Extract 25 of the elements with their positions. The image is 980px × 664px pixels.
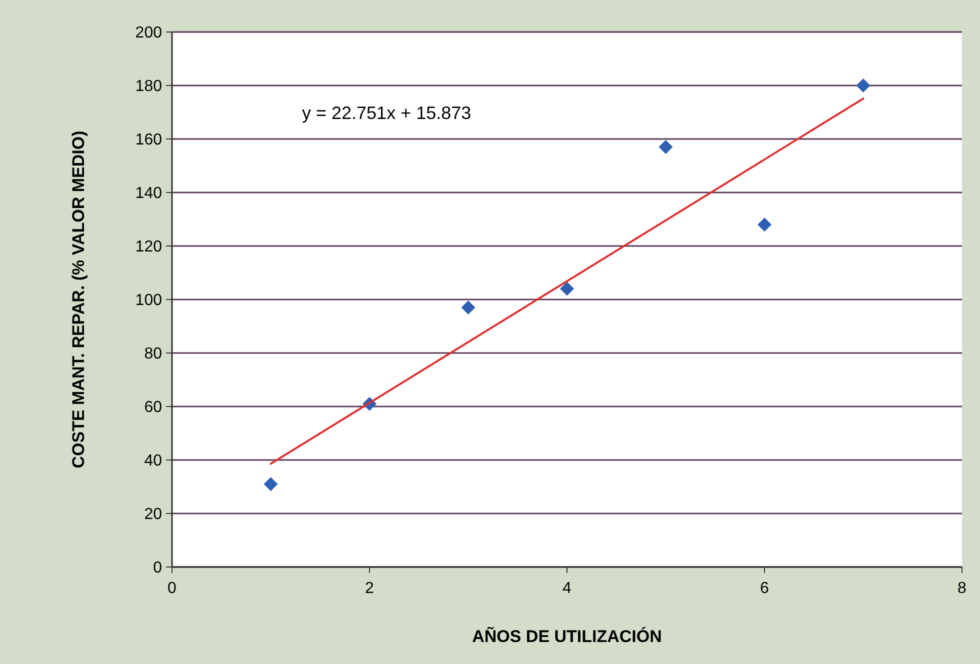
- y-tick-label: 120: [135, 238, 162, 256]
- annotation: y = 22.751x + 15.873: [302, 103, 472, 123]
- point: [461, 300, 476, 315]
- point: [658, 140, 673, 154]
- point: [264, 477, 278, 492]
- point: [856, 78, 870, 92]
- x-tick-label: 2: [365, 580, 374, 597]
- y-tick-label: 0: [153, 560, 162, 577]
- y-tick-label: 60: [144, 399, 162, 416]
- point: [560, 282, 574, 296]
- x-tick-label: 0: [168, 580, 177, 597]
- y-axis-title: COSTE MANT. REPAR. (% VALOR MEDIO): [69, 130, 88, 468]
- x-tick-label: 4: [562, 580, 572, 597]
- y-tick-label: 160: [135, 132, 162, 149]
- point: [758, 218, 772, 232]
- y-tick-label: 20: [144, 506, 162, 524]
- y-tick-label: 100: [135, 292, 162, 310]
- y-tick-label: 200: [135, 24, 162, 42]
- y-tick-label: 80: [144, 346, 162, 363]
- x-axis-title: AÑOS DE UTILIZACIÓN: [472, 626, 662, 646]
- y-tick-label: 140: [135, 185, 162, 202]
- y-tick-label: 180: [135, 78, 162, 96]
- y-tick-label: 40: [144, 452, 162, 470]
- x-tick-label: 6: [760, 580, 770, 597]
- x-tick-label: 8: [958, 580, 967, 597]
